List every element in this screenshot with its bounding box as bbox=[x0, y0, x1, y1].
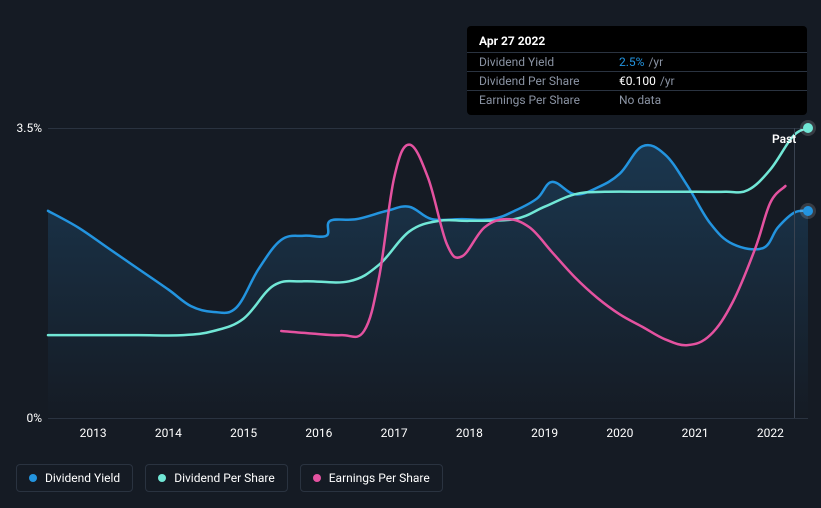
legend-dot-icon bbox=[29, 474, 37, 482]
tooltip-row: Dividend Per Share€0.100/yr bbox=[467, 71, 807, 90]
x-tick-label: 2014 bbox=[155, 426, 182, 440]
x-tick-label: 2017 bbox=[381, 426, 408, 440]
tooltip-row-value: 2.5% bbox=[619, 55, 644, 69]
tooltip-row-label: Dividend Per Share bbox=[479, 74, 619, 88]
tooltip-row-value: No data bbox=[619, 93, 661, 107]
tooltip-row-label: Earnings Per Share bbox=[479, 93, 619, 107]
tooltip: Apr 27 2022 Dividend Yield2.5%/yrDividen… bbox=[467, 26, 807, 115]
x-tick-label: 2016 bbox=[305, 426, 332, 440]
legend-dot-icon bbox=[313, 474, 321, 482]
x-tick-label: 2019 bbox=[531, 426, 558, 440]
x-tick-label: 2015 bbox=[230, 426, 257, 440]
dividend_yield-end-dot bbox=[803, 206, 813, 216]
plot-area[interactable] bbox=[48, 128, 808, 418]
x-tick-label: 2018 bbox=[456, 426, 483, 440]
legend-item-dividend-per-share[interactable]: Dividend Per Share bbox=[145, 464, 288, 492]
tooltip-row-label: Dividend Yield bbox=[479, 55, 619, 69]
series-svg bbox=[48, 128, 808, 418]
y-tick-label: 3.5% bbox=[0, 121, 48, 135]
x-tick-label: 2020 bbox=[606, 426, 633, 440]
x-tick-label: 2013 bbox=[80, 426, 107, 440]
tooltip-row: Dividend Yield2.5% /yr bbox=[467, 52, 807, 71]
dividend-chart: 0% 3.5% 2013 2014 2015 2016 2017 2018 2019 2020 2… bbox=[0, 0, 821, 508]
past-label: Past bbox=[772, 132, 796, 146]
tooltip-row: Earnings Per ShareNo data bbox=[467, 90, 807, 109]
cursor-line bbox=[794, 128, 795, 418]
legend-item-dividend-yield[interactable]: Dividend Yield bbox=[16, 464, 133, 492]
legend-label: Earnings Per Share bbox=[329, 471, 430, 485]
tooltip-row-unit: /yr bbox=[660, 74, 675, 88]
x-tick-label: 2021 bbox=[682, 426, 709, 440]
dividend_per_share-end-dot bbox=[803, 123, 813, 133]
tooltip-row-unit: /yr bbox=[648, 55, 663, 69]
gridline bbox=[48, 128, 808, 129]
tooltip-title: Apr 27 2022 bbox=[467, 32, 807, 52]
y-tick-label: 0% bbox=[0, 411, 48, 425]
dividend_yield-area bbox=[48, 145, 808, 418]
tooltip-row-value: €0.100 bbox=[619, 74, 656, 88]
legend-dot-icon bbox=[158, 474, 166, 482]
x-tick-label: 2022 bbox=[757, 426, 784, 440]
gridline bbox=[48, 418, 808, 419]
legend-item-earnings-per-share[interactable]: Earnings Per Share bbox=[300, 464, 443, 492]
legend-label: Dividend Per Share bbox=[174, 471, 275, 485]
legend-label: Dividend Yield bbox=[45, 471, 120, 485]
legend: Dividend Yield Dividend Per Share Earnings… bbox=[16, 464, 443, 492]
